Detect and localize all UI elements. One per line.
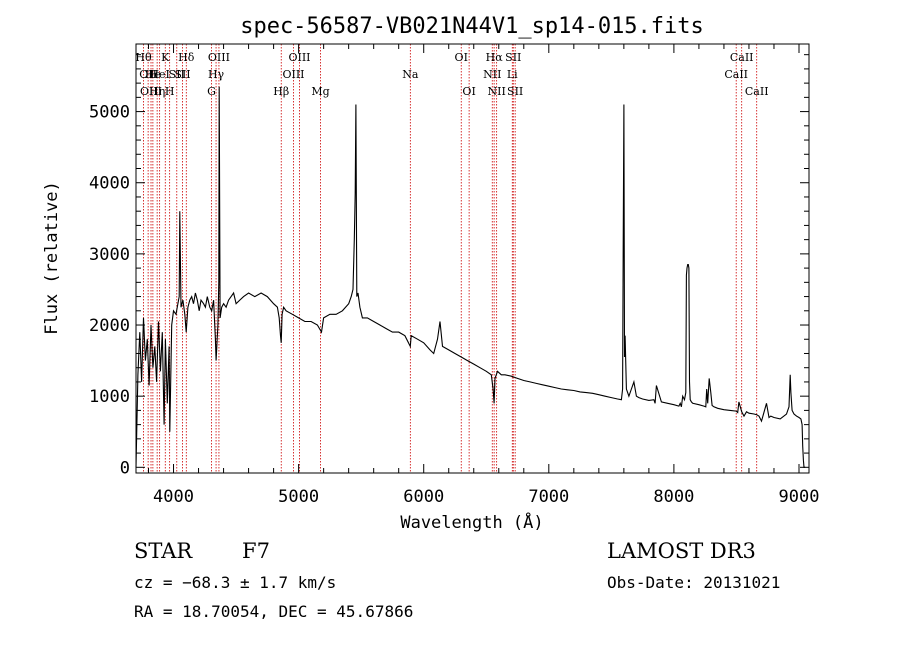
- line-label: Hγ: [208, 68, 225, 81]
- line-label: CaII: [724, 68, 748, 81]
- x-tick-label: 7000: [528, 487, 569, 507]
- line-label: NII: [483, 68, 501, 81]
- line-label: H: [165, 85, 175, 98]
- spectrum-chart: spec-56587-VB021N44V1_sp14-015.fits Hθ OI…: [42, 14, 820, 533]
- line-label: SII: [505, 51, 521, 64]
- line-labels: HθOIIOIIIHeHηHeIKHSIISIIHδGHγOIIIHβOIIIO…: [135, 51, 768, 98]
- line-label: G: [207, 85, 216, 98]
- line-label: SII: [169, 68, 185, 81]
- line-label: OIII: [282, 68, 304, 81]
- line-label: He: [145, 68, 161, 81]
- line-label: OI: [455, 51, 468, 64]
- line-label: Mg: [311, 85, 329, 98]
- line-label: OIII: [208, 51, 230, 64]
- x-tick-label: 5000: [278, 487, 319, 507]
- y-tick-label: 4000: [89, 174, 130, 194]
- observation-date: Obs-Date: 20131021: [607, 573, 781, 592]
- x-axis-ticks: 4000 5000 6000 7000 8000 9000: [148, 44, 820, 507]
- x-tick-label: 4000: [153, 487, 194, 507]
- chart-title: spec-56587-VB021N44V1_sp14-015.fits: [240, 14, 704, 39]
- line-label: Hβ: [273, 85, 289, 98]
- line-label: Hα: [486, 51, 504, 64]
- y-tick-label: 2000: [89, 316, 130, 336]
- coordinates-text: RA = 18.70054, DEC = 45.67866: [134, 602, 414, 621]
- line-label: Hθ: [135, 51, 152, 64]
- y-tick-label: 3000: [89, 245, 130, 265]
- line-label: Na: [402, 68, 419, 81]
- line-label: OI: [462, 85, 475, 98]
- line-label: SII: [174, 68, 190, 81]
- y-axis-ticks: 0 1000 2000 3000 4000 5000: [89, 54, 809, 478]
- x-tick-label: 8000: [653, 487, 694, 507]
- line-label: Hη: [149, 85, 165, 98]
- line-label: K: [161, 51, 170, 64]
- line-label: OIII: [288, 51, 310, 64]
- line-label: HeI: [149, 68, 169, 81]
- line-label: OIII: [140, 85, 162, 98]
- line-label: Hδ: [178, 51, 195, 64]
- line-label: SII: [507, 85, 523, 98]
- object-subclass: F7: [242, 539, 270, 563]
- redshift-text: cz = −68.3 ± 1.7 km/s: [134, 573, 337, 592]
- y-tick-label: 0: [120, 458, 130, 478]
- line-label: Li: [507, 68, 518, 81]
- line-label: OII: [139, 68, 157, 81]
- x-tick-label: 6000: [403, 487, 444, 507]
- y-tick-label: 5000: [89, 103, 130, 123]
- survey-name: LAMOST DR3: [607, 539, 756, 563]
- line-label: CaII: [730, 51, 754, 64]
- line-markers: [143, 44, 758, 473]
- plot-frame: [135, 43, 810, 474]
- spectrum-line: [135, 86, 806, 468]
- y-axis-label: Flux (relative): [42, 181, 62, 335]
- x-axis-label: Wavelength (Å): [400, 511, 543, 533]
- line-label: CaII: [745, 85, 769, 98]
- object-class: STAR: [134, 539, 193, 563]
- y-tick-label: 1000: [89, 387, 130, 407]
- x-tick-label: 9000: [779, 487, 820, 507]
- line-label: NII: [487, 85, 505, 98]
